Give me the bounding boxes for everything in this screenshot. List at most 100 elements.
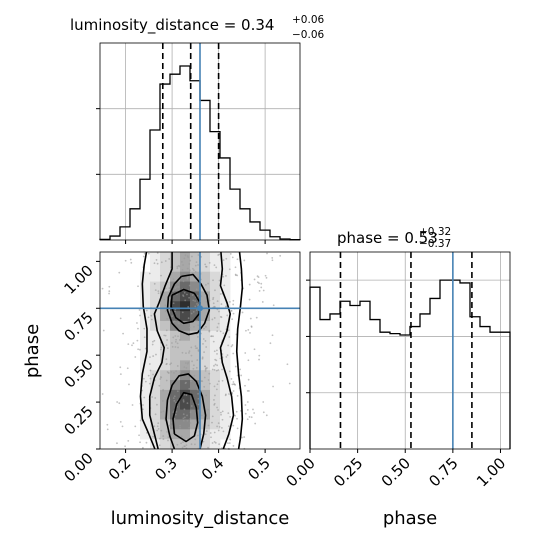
density-cell bbox=[140, 360, 151, 371]
density-cell bbox=[140, 291, 151, 302]
sample-point bbox=[172, 278, 175, 281]
density-cell bbox=[190, 360, 201, 371]
sample-point bbox=[182, 441, 184, 443]
sample-point bbox=[194, 305, 197, 308]
sample-point bbox=[194, 345, 197, 348]
sample-point bbox=[167, 371, 170, 374]
sample-point bbox=[167, 439, 169, 442]
sample-point bbox=[225, 305, 228, 308]
sample-point bbox=[190, 312, 193, 315]
sample-point bbox=[253, 412, 256, 414]
sample-point bbox=[196, 359, 199, 361]
sample-point bbox=[189, 411, 192, 414]
sample-point bbox=[124, 445, 126, 448]
sample-point bbox=[265, 276, 268, 279]
sample-point bbox=[160, 274, 162, 277]
sample-point bbox=[159, 376, 162, 378]
sample-point bbox=[187, 256, 190, 259]
sample-point bbox=[254, 422, 257, 425]
density-cell bbox=[140, 380, 151, 391]
contour-line-2 bbox=[139, 251, 156, 450]
sample-point bbox=[147, 316, 150, 319]
sample-point bbox=[258, 354, 261, 357]
sample-point bbox=[197, 397, 200, 400]
sample-point bbox=[154, 289, 157, 292]
sample-point bbox=[143, 252, 146, 255]
sample-point bbox=[232, 303, 235, 306]
sample-point bbox=[156, 262, 159, 265]
sample-point bbox=[187, 306, 190, 308]
contour-line-4 bbox=[166, 273, 211, 336]
sample-point bbox=[164, 287, 167, 290]
sample-point bbox=[227, 442, 229, 445]
sample-point bbox=[188, 350, 191, 353]
sample-point bbox=[225, 275, 227, 277]
sample-point bbox=[166, 318, 168, 320]
sample-point bbox=[182, 280, 185, 283]
sample-point bbox=[219, 315, 222, 318]
density-cell bbox=[170, 370, 181, 381]
sample-point bbox=[286, 363, 289, 366]
sample-point bbox=[216, 406, 218, 409]
sample-point bbox=[171, 315, 174, 318]
density-cell bbox=[210, 380, 221, 391]
sample-point bbox=[119, 373, 122, 376]
density-cell bbox=[200, 350, 211, 361]
sample-point bbox=[182, 400, 185, 403]
density-cell bbox=[190, 320, 201, 332]
density-cell bbox=[180, 291, 191, 302]
sample-point bbox=[137, 285, 139, 288]
sample-point bbox=[172, 336, 175, 339]
sample-point bbox=[149, 369, 152, 372]
sample-point bbox=[232, 383, 235, 385]
sample-point bbox=[221, 368, 223, 371]
density-cell bbox=[150, 350, 161, 361]
sample-point bbox=[197, 335, 199, 338]
sample-point bbox=[159, 378, 162, 380]
sample-point bbox=[183, 393, 186, 396]
density-cell bbox=[210, 271, 221, 282]
sample-point bbox=[173, 399, 176, 402]
sample-point bbox=[213, 350, 216, 353]
density-cell bbox=[180, 311, 191, 322]
sample-point bbox=[190, 405, 193, 407]
density-cell bbox=[200, 340, 211, 351]
sample-point bbox=[147, 374, 150, 377]
sample-point bbox=[219, 293, 222, 295]
sample-point bbox=[208, 299, 211, 302]
sample-point bbox=[147, 252, 150, 255]
sample-point bbox=[244, 384, 246, 387]
density-cell bbox=[180, 271, 191, 282]
sample-point bbox=[177, 281, 180, 284]
sample-point bbox=[216, 300, 219, 303]
sample-point bbox=[118, 402, 121, 405]
sample-point bbox=[256, 275, 259, 278]
sample-point bbox=[218, 426, 221, 428]
density-cell bbox=[180, 261, 191, 273]
sample-point bbox=[156, 429, 159, 432]
sample-point bbox=[154, 397, 157, 399]
sample-point bbox=[108, 285, 111, 288]
sample-point bbox=[192, 299, 195, 302]
density-cell bbox=[140, 320, 151, 332]
sample-point bbox=[177, 321, 180, 324]
sample-point bbox=[231, 256, 234, 259]
density-cell bbox=[150, 389, 161, 401]
density-cell bbox=[220, 261, 231, 273]
joint-density-panel: 0.2 0.3 0.4 0.5 0.00 0.25 0.50 0.75 1.00 bbox=[60, 251, 301, 485]
sample-point bbox=[162, 410, 165, 413]
sample-point bbox=[204, 433, 207, 436]
sample-point bbox=[122, 332, 124, 335]
density-cell bbox=[180, 409, 191, 420]
density-cell bbox=[170, 389, 181, 401]
density-cell bbox=[220, 311, 231, 322]
sample-point bbox=[236, 427, 239, 430]
sample-point bbox=[190, 380, 192, 383]
density-cell bbox=[210, 281, 221, 292]
sample-point bbox=[249, 317, 252, 320]
density-cell bbox=[190, 330, 201, 342]
density-cell bbox=[220, 429, 231, 440]
sample-point bbox=[106, 423, 109, 426]
sample-point bbox=[130, 261, 133, 264]
density-cell bbox=[200, 320, 211, 332]
